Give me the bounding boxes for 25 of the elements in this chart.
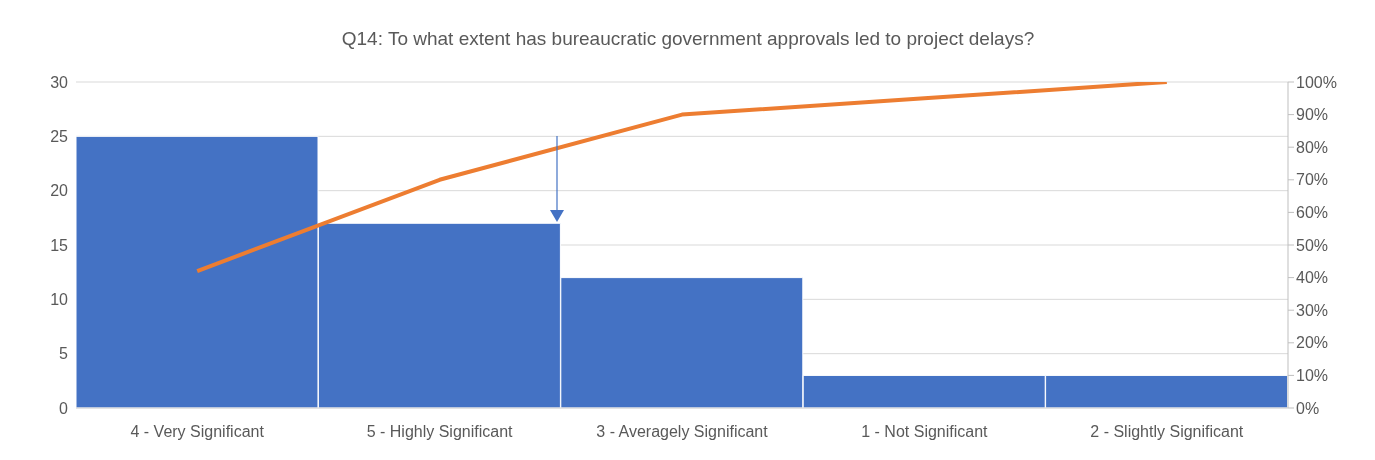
- y2-tick-label: 20%: [1296, 334, 1329, 352]
- y-tick-label: 10: [50, 291, 69, 309]
- y-tick-label: 15: [50, 236, 69, 254]
- y2-tick-label: 70%: [1296, 171, 1329, 189]
- y2-tick-label: 100%: [1296, 73, 1337, 91]
- x-tick-label: 1 - Not Significant: [861, 423, 989, 441]
- y2-tick-label: 0%: [1296, 399, 1320, 417]
- x-tick-label: 4 - Very Significant: [130, 423, 265, 441]
- y2-tick-label: 50%: [1296, 236, 1329, 254]
- y2-tick-label: 80%: [1296, 138, 1329, 156]
- y-tick-label: 20: [50, 182, 69, 200]
- x-tick-label: 5 - Highly Significant: [366, 423, 514, 441]
- y2-tick-label: 90%: [1296, 106, 1329, 124]
- y-tick-label: 30: [50, 73, 69, 91]
- y2-tick-label: 60%: [1296, 204, 1329, 222]
- line-series: [195, 82, 1169, 274]
- y-tick-label: 5: [59, 345, 69, 363]
- y-tick-label: 25: [50, 128, 69, 146]
- x-tick-label: 3 - Averagely Significant: [596, 423, 769, 441]
- y2-tick-label: 40%: [1296, 269, 1329, 287]
- y-tick-label: 0: [59, 399, 69, 417]
- y2-tick-label: 10%: [1296, 367, 1329, 385]
- x-tick-label: 2 - Slightly Significant: [1090, 423, 1244, 441]
- y2-tick-label: 30%: [1296, 301, 1329, 319]
- chart-title: Q14: To what extent has bureaucratic government approvals led to project delays?: [340, 27, 1036, 51]
